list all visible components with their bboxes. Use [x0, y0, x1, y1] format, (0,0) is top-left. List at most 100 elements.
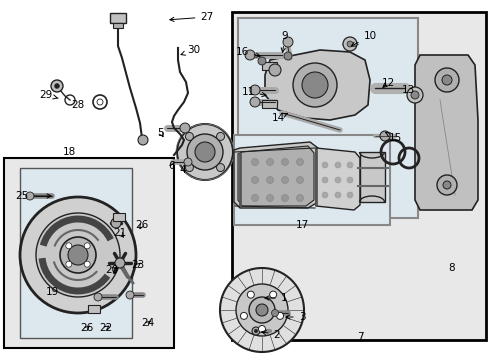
Circle shape	[84, 243, 90, 249]
Text: 15: 15	[385, 132, 401, 143]
Polygon shape	[264, 50, 369, 120]
Circle shape	[321, 162, 327, 168]
Circle shape	[115, 258, 125, 268]
Text: 24: 24	[141, 318, 154, 328]
Circle shape	[296, 194, 303, 202]
Circle shape	[266, 194, 273, 202]
Circle shape	[138, 135, 148, 145]
Circle shape	[185, 132, 193, 140]
Circle shape	[276, 312, 283, 319]
Circle shape	[266, 176, 273, 184]
Text: 21: 21	[113, 228, 126, 238]
Circle shape	[66, 243, 72, 249]
Circle shape	[292, 63, 336, 107]
Circle shape	[254, 329, 257, 333]
Circle shape	[216, 163, 224, 172]
Circle shape	[296, 158, 303, 166]
Circle shape	[258, 57, 265, 65]
Circle shape	[26, 192, 34, 200]
Circle shape	[20, 197, 136, 313]
Text: 16: 16	[235, 47, 260, 57]
Circle shape	[271, 310, 278, 316]
Circle shape	[251, 327, 260, 335]
Text: 23: 23	[131, 260, 144, 270]
Circle shape	[342, 37, 356, 51]
Circle shape	[126, 291, 134, 299]
Circle shape	[334, 162, 340, 168]
Circle shape	[54, 84, 60, 89]
Text: 7: 7	[356, 332, 363, 342]
Text: 30: 30	[181, 45, 200, 55]
Circle shape	[269, 291, 276, 298]
Circle shape	[442, 181, 450, 189]
Circle shape	[436, 175, 456, 195]
Polygon shape	[234, 142, 317, 208]
Circle shape	[321, 192, 327, 198]
Circle shape	[346, 177, 352, 183]
Circle shape	[302, 72, 327, 98]
Text: 10: 10	[351, 31, 376, 46]
Circle shape	[281, 194, 288, 202]
Circle shape	[410, 91, 418, 99]
Text: 12: 12	[381, 78, 394, 88]
Circle shape	[346, 41, 352, 47]
Circle shape	[84, 261, 90, 267]
Circle shape	[321, 177, 327, 183]
Circle shape	[251, 158, 258, 166]
Text: 14: 14	[271, 113, 287, 123]
Circle shape	[434, 68, 458, 92]
Circle shape	[284, 52, 291, 60]
Text: 17: 17	[295, 220, 308, 230]
Text: 3: 3	[285, 312, 305, 322]
Circle shape	[60, 237, 96, 273]
Circle shape	[281, 176, 288, 184]
Text: 2: 2	[261, 330, 280, 340]
Bar	[234, 135, 389, 225]
Bar	[110, 13, 126, 23]
Circle shape	[51, 80, 63, 92]
Text: 27: 27	[169, 12, 213, 22]
Circle shape	[379, 131, 389, 141]
Bar	[113, 23, 123, 28]
Circle shape	[248, 297, 274, 323]
Text: 13: 13	[401, 85, 414, 95]
Text: 18: 18	[62, 147, 76, 157]
Bar	[262, 62, 276, 70]
Bar	[238, 18, 417, 218]
Circle shape	[236, 284, 287, 336]
Text: 22: 22	[99, 323, 112, 333]
Circle shape	[406, 87, 422, 103]
Text: 29: 29	[40, 90, 58, 100]
Text: 6: 6	[168, 161, 175, 171]
Bar	[88, 305, 100, 313]
Circle shape	[346, 162, 352, 168]
Bar	[20, 168, 132, 338]
Circle shape	[281, 158, 288, 166]
Circle shape	[94, 293, 102, 301]
Polygon shape	[414, 55, 477, 210]
Text: 19: 19	[45, 287, 59, 297]
Circle shape	[111, 218, 121, 228]
Circle shape	[296, 176, 303, 184]
Bar	[359, 152, 384, 202]
Circle shape	[36, 213, 120, 297]
Circle shape	[68, 245, 88, 265]
Circle shape	[247, 291, 254, 298]
Bar	[262, 100, 276, 108]
Circle shape	[249, 85, 260, 95]
Circle shape	[66, 261, 72, 267]
Circle shape	[334, 177, 340, 183]
Circle shape	[256, 304, 267, 316]
Circle shape	[240, 312, 247, 319]
Polygon shape	[315, 148, 359, 210]
Circle shape	[216, 132, 224, 140]
Circle shape	[186, 134, 223, 170]
Text: 28: 28	[71, 100, 84, 110]
Circle shape	[441, 75, 451, 85]
Text: 1: 1	[264, 293, 287, 303]
Text: 11: 11	[241, 87, 265, 97]
Bar	[113, 213, 125, 221]
Circle shape	[244, 50, 254, 60]
Circle shape	[177, 124, 232, 180]
Circle shape	[258, 325, 265, 333]
